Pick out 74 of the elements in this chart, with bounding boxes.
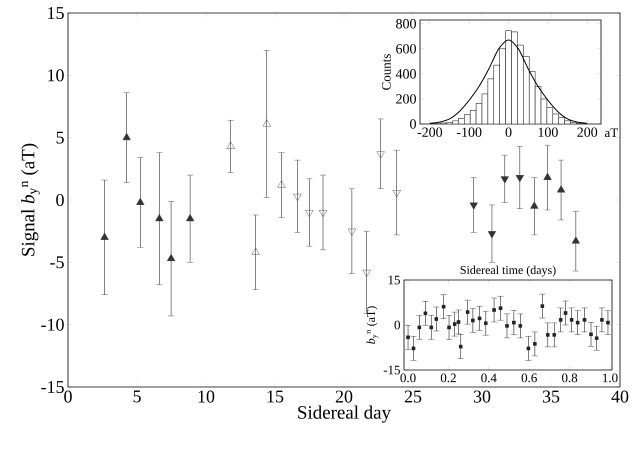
point	[582, 318, 586, 322]
x-tick-label: 25	[404, 390, 422, 403]
point	[442, 304, 446, 308]
point	[558, 318, 563, 322]
point	[484, 321, 488, 325]
point	[576, 320, 580, 324]
x-tick-label: 0.6	[522, 374, 537, 382]
x-tick-label: 30	[474, 390, 490, 403]
point	[540, 304, 544, 308]
point	[526, 346, 530, 350]
point	[478, 316, 482, 320]
x-tick-label: 0.2	[440, 374, 456, 382]
x-axis-title: aT	[604, 128, 618, 138]
x-tick-label: 20	[336, 390, 352, 403]
point	[406, 336, 410, 340]
y-tick-label: -10	[41, 318, 64, 331]
x-tick-label: 0	[506, 128, 512, 137]
point	[412, 346, 416, 350]
point	[456, 320, 460, 324]
y-tick-label: 10	[48, 69, 64, 82]
x-tick-label: -200	[418, 128, 442, 137]
x-tick-label: 0	[64, 390, 72, 403]
point	[505, 324, 509, 328]
point	[518, 324, 522, 328]
point	[512, 320, 516, 324]
x-tick-label: 40	[611, 390, 628, 403]
point	[466, 310, 470, 314]
point	[492, 308, 496, 312]
chart-title: Sidereal time (days)	[460, 266, 556, 276]
point	[418, 326, 422, 330]
x-tick-label: 35	[542, 390, 560, 403]
point	[429, 326, 434, 330]
x-tick-label: 0.4	[481, 374, 497, 382]
y-tick-label: -15	[41, 380, 64, 394]
point	[471, 318, 475, 322]
point	[570, 318, 574, 322]
point	[533, 342, 537, 346]
y-tick-label: 0	[394, 320, 400, 330]
x-tick-label: 5	[134, 390, 141, 402]
x-tick-label: 0.8	[562, 374, 578, 382]
y-tick-label: -15	[384, 366, 400, 374]
point	[564, 311, 568, 315]
x-tick-label: 1.0	[603, 374, 618, 382]
y-tick-label: 15	[48, 6, 64, 19]
point	[552, 333, 556, 337]
point	[589, 332, 593, 336]
point	[434, 317, 438, 321]
y-tick-label: -5	[50, 256, 64, 268]
y-tick-label: 15	[388, 276, 400, 284]
point	[447, 326, 451, 330]
x-tick-label: 15	[268, 390, 284, 403]
point	[452, 322, 456, 326]
y-tick-label: 800	[396, 19, 416, 28]
y-axis-title: Counts	[382, 54, 391, 90]
y-tick-label: 0	[410, 119, 416, 129]
point	[606, 320, 610, 324]
x-tick-label: 100	[538, 128, 558, 137]
x-axis-title: Sidereal day	[298, 405, 391, 423]
x-tick-label: 200	[577, 128, 598, 137]
point	[600, 318, 604, 322]
y-tick-label: 600	[396, 44, 416, 54]
point	[424, 311, 428, 316]
x-tick-label: 10	[198, 390, 214, 403]
y-axis-title: Signal b$_{y}$$^{n}$ (aT)	[21, 144, 40, 256]
x-tick-label: 0.0	[400, 374, 416, 382]
point	[594, 336, 598, 340]
point	[546, 333, 550, 337]
point	[458, 344, 463, 348]
point	[498, 306, 502, 310]
y-tick-label: 0	[56, 194, 64, 206]
y-tick-label: 400	[396, 69, 416, 79]
x-tick-label: -100	[456, 128, 482, 137]
y-tick-label: 200	[396, 94, 416, 104]
y-axis-title: b$_{y}$$^{n}$ (aT)	[366, 306, 378, 344]
